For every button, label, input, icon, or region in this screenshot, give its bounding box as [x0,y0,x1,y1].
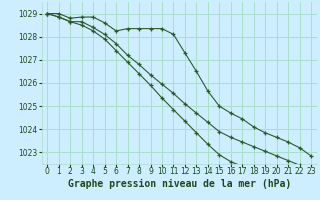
X-axis label: Graphe pression niveau de la mer (hPa): Graphe pression niveau de la mer (hPa) [68,179,291,189]
